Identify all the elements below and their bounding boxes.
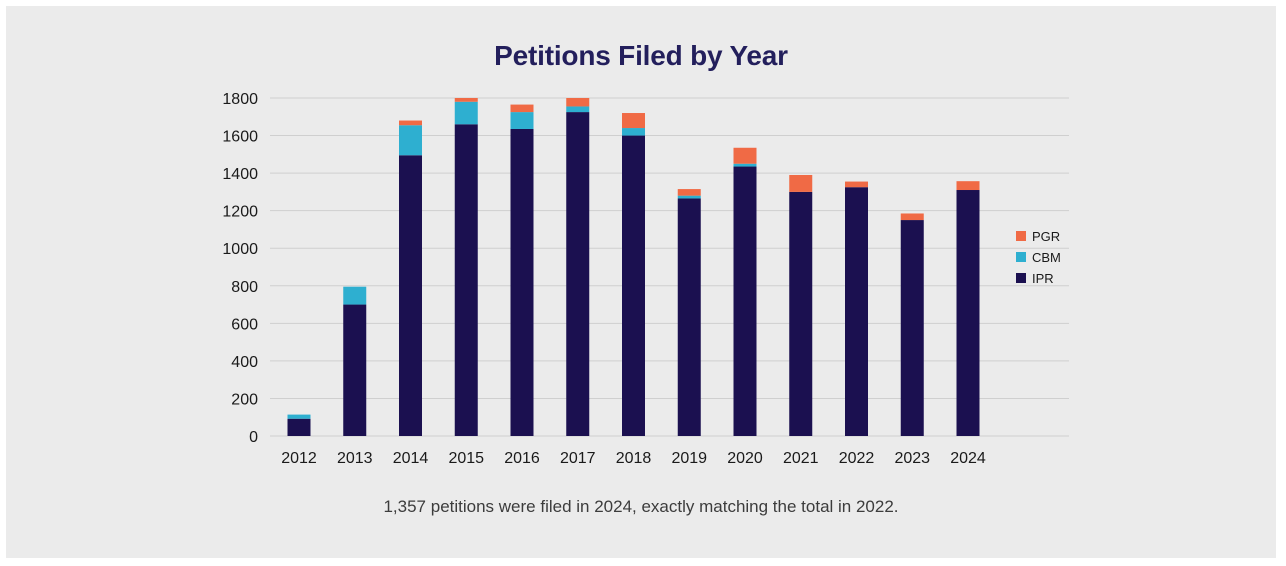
- bar-cbm-2012: [287, 414, 311, 419]
- bar-pgr-2023: [900, 213, 924, 221]
- y-tick-label: 200: [231, 391, 258, 408]
- bar-cbm-2019: [677, 195, 701, 199]
- bar-ipr-2014: [399, 155, 422, 436]
- bar-chart: 0 200 400 600 800 1000 1200 1400 1600 1800 2012 201…: [222, 91, 1069, 467]
- x-tick-label: 2024: [950, 450, 986, 467]
- chart-caption: 1,357 petitions were filed in 2024, exac…: [383, 497, 899, 516]
- y-tick-label: 600: [231, 316, 258, 333]
- x-tick-label: 2019: [671, 450, 707, 467]
- legend-swatch-ipr: [1016, 273, 1026, 283]
- legend-swatch-pgr: [1016, 231, 1026, 241]
- bar-pgr-2018: [622, 113, 645, 129]
- legend-label-ipr: IPR: [1032, 271, 1054, 286]
- x-tick-label: 2012: [281, 450, 317, 467]
- bar-pgr-2022: [845, 181, 868, 188]
- bar-cbm-2018: [622, 128, 645, 136]
- bar-cbm-2017: [566, 106, 590, 113]
- x-tick-label: 2023: [894, 450, 930, 467]
- bar-pgr-2016: [510, 104, 534, 113]
- bar-cbm-2016: [510, 112, 534, 129]
- bar-pgr-2014: [399, 120, 422, 126]
- bar-ipr-2021: [789, 191, 813, 436]
- bar-ipr-2022: [845, 187, 868, 436]
- bar-ipr-2019: [677, 198, 701, 436]
- chart-panel: Petitions Filed by Year 0 200 400 600 800 100…: [6, 6, 1276, 558]
- bar-ipr-2024: [956, 190, 980, 436]
- legend-swatch-cbm: [1016, 252, 1026, 262]
- x-tick-label: 2020: [727, 450, 763, 467]
- bar-pgr-2017: [566, 98, 590, 107]
- legend-label-cbm: CBM: [1032, 250, 1061, 265]
- bar-ipr-2017: [566, 112, 590, 436]
- bar-pgr-2021: [789, 174, 813, 192]
- y-tick-label: 800: [231, 279, 258, 296]
- bar-pgr-2015: [454, 98, 478, 102]
- bar-pgr-2019: [677, 189, 701, 196]
- y-tick-label: 1600: [222, 129, 258, 146]
- bar-ipr-2023: [900, 220, 924, 436]
- bar-ipr-2015: [454, 124, 478, 437]
- bar-ipr-2013: [343, 304, 367, 436]
- y-tick-label: 1000: [222, 241, 258, 258]
- y-tick-label: 400: [231, 354, 258, 371]
- legend-label-pgr: PGR: [1032, 229, 1060, 244]
- chart-title: Petitions Filed by Year: [494, 40, 788, 71]
- x-tick-label: 2017: [560, 450, 596, 467]
- bar-ipr-2016: [510, 128, 534, 436]
- bar-cbm-2020: [733, 163, 757, 167]
- x-tick-label: 2018: [616, 450, 652, 467]
- x-tick-label: 2013: [337, 450, 373, 467]
- bar-pgr-2020: [733, 147, 757, 164]
- bar-cbm-2014: [399, 125, 422, 156]
- x-tick-label: 2016: [504, 450, 540, 467]
- bar-cbm-2015: [454, 101, 478, 125]
- x-tick-label: 2014: [393, 450, 429, 467]
- y-tick-label: 1400: [222, 166, 258, 183]
- bar-ipr-2020: [733, 166, 757, 437]
- x-tick-label: 2015: [448, 450, 484, 467]
- bar-pgr-2024: [956, 181, 980, 191]
- y-tick-label: 1200: [222, 204, 258, 221]
- bar-ipr-2012: [287, 418, 311, 436]
- x-tick-label: 2021: [783, 450, 819, 467]
- bar-ipr-2018: [622, 135, 645, 437]
- x-tick-label: 2022: [839, 450, 875, 467]
- bar-cbm-2013: [343, 286, 367, 305]
- y-tick-label: 1800: [222, 91, 258, 108]
- y-tick-label: 0: [249, 429, 258, 446]
